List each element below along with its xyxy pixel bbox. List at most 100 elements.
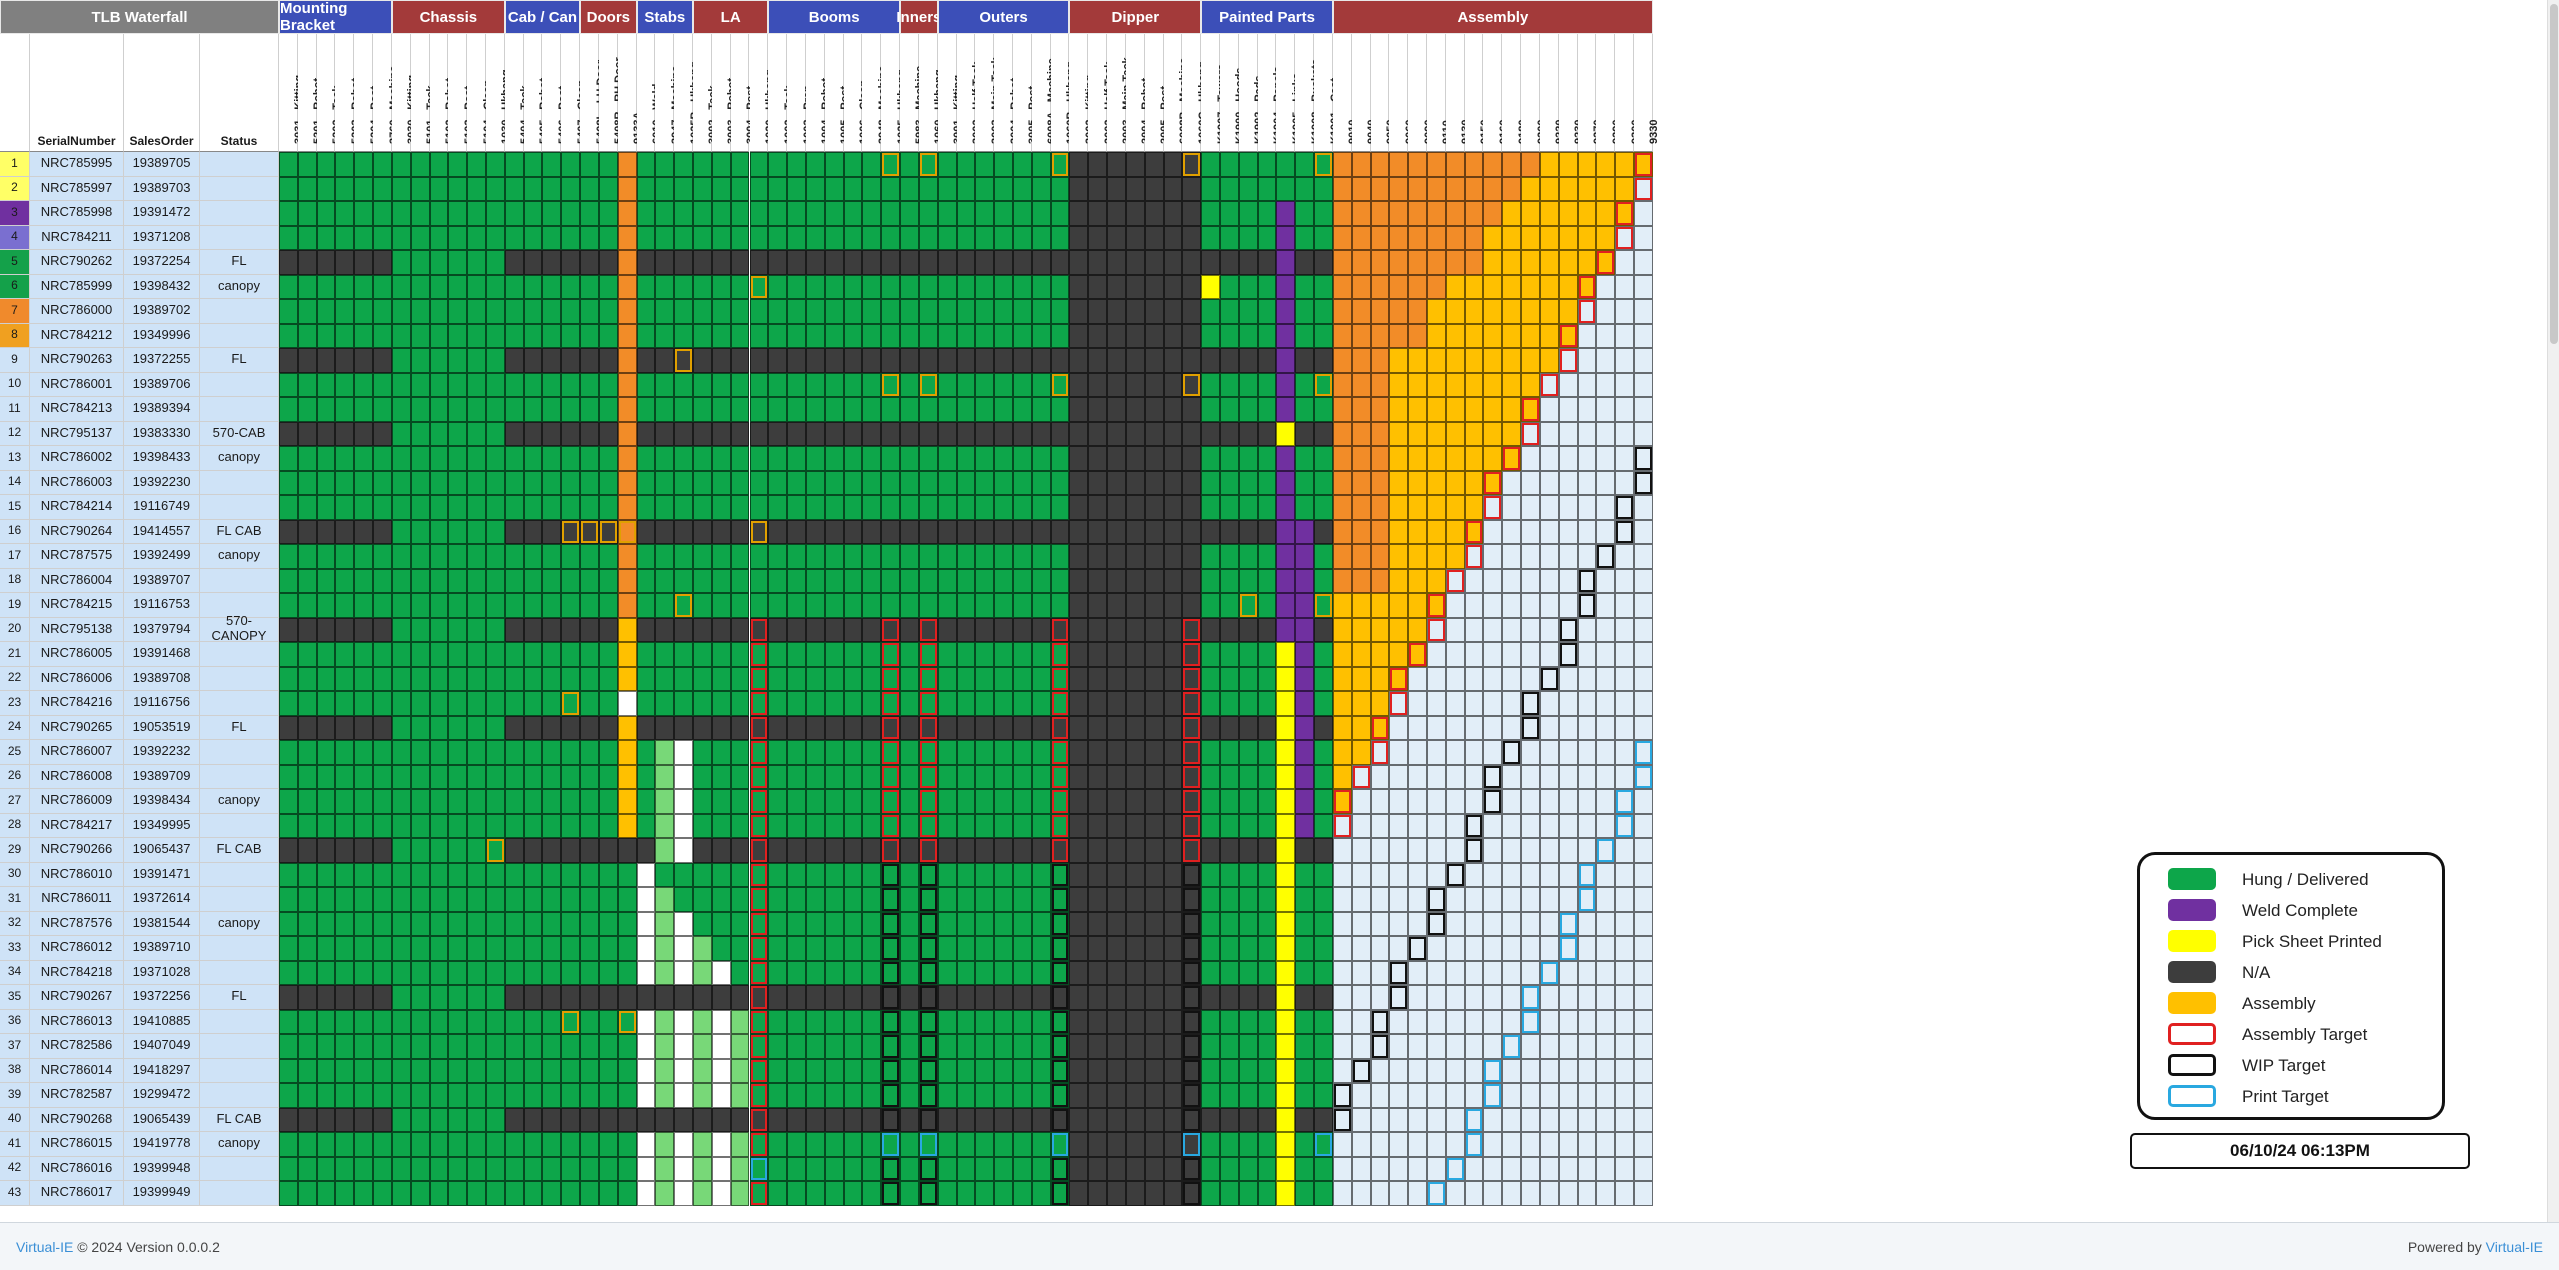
grid-cell[interactable] [1389,446,1409,471]
grid-cell[interactable] [335,176,355,201]
grid-cell[interactable] [1427,960,1446,985]
grid-cell[interactable] [486,666,505,691]
grid-cell[interactable] [1012,250,1032,275]
grid-cell[interactable] [448,274,468,299]
grid-cell[interactable] [316,740,336,765]
grid-cell[interactable] [1144,911,1164,936]
grid-cell[interactable] [900,299,919,324]
grid-cell[interactable] [1427,446,1446,471]
grid-cell[interactable] [391,446,411,471]
grid-cell[interactable] [1408,299,1427,324]
grid-cell[interactable] [1634,715,1653,740]
grid-cell[interactable] [636,495,656,520]
grid-cell[interactable] [486,1181,505,1206]
grid-cell[interactable] [1201,176,1220,201]
grid-cell[interactable] [655,225,675,250]
grid-cell[interactable] [1558,666,1578,691]
grid-cell[interactable] [1483,568,1503,593]
grid-cell[interactable] [975,1083,995,1108]
grid-cell[interactable] [1144,887,1164,912]
grid-cell[interactable] [561,225,581,250]
grid-cell[interactable] [598,323,618,348]
grid-cell[interactable] [749,176,769,201]
grid-cell[interactable] [1201,813,1220,838]
grid-cell[interactable] [749,250,769,275]
grid-cell[interactable] [1521,495,1540,520]
grid-cell[interactable] [373,911,392,936]
grid-cell[interactable] [1144,1156,1164,1181]
column-header[interactable]: 6008A - Machine [1031,34,1058,152]
grid-cell[interactable] [279,666,298,691]
grid-cell[interactable] [1220,789,1239,814]
grid-cell[interactable] [1220,1009,1239,1034]
grid-cell[interactable] [297,348,317,373]
grid-cell[interactable] [1351,446,1371,471]
grid-cell[interactable] [1276,838,1296,863]
grid-cell[interactable] [297,544,317,569]
grid-cell[interactable] [1596,274,1616,299]
grid-cell[interactable] [787,862,806,887]
grid-cell[interactable] [448,617,468,642]
grid-cell[interactable] [994,1083,1013,1108]
grid-cell[interactable] [297,862,317,887]
grid-cell[interactable] [1012,446,1032,471]
grid-cell[interactable] [1031,568,1051,593]
grid-cell[interactable] [1596,421,1616,446]
grid-cell[interactable] [1351,691,1371,716]
grid-cell[interactable] [1596,936,1616,961]
grid-cell[interactable] [316,201,336,226]
grid-cell[interactable] [504,348,524,373]
grid-cell[interactable] [1257,225,1277,250]
grid-cell[interactable] [1012,201,1032,226]
grid-cell[interactable] [1445,1058,1465,1083]
grid-cell[interactable] [1615,666,1635,691]
grid-cell[interactable] [1163,299,1183,324]
grid-cell[interactable] [1125,593,1145,618]
grid-cell[interactable] [1107,1107,1126,1132]
grid-cell[interactable] [1125,323,1145,348]
grid-cell[interactable] [1088,397,1108,422]
grid-cell[interactable] [787,666,806,691]
grid-cell[interactable] [1445,887,1465,912]
grid-cell[interactable] [636,1156,656,1181]
grid-cell[interactable] [862,1083,882,1108]
grid-cell[interactable] [1107,887,1126,912]
grid-cell[interactable] [467,862,486,887]
grid-cell[interactable] [1539,544,1559,569]
grid-cell[interactable] [1031,691,1051,716]
grid-cell[interactable] [1577,544,1597,569]
grid-cell[interactable] [975,299,995,324]
grid-cell[interactable] [1125,1181,1145,1206]
grid-cell[interactable] [975,960,995,985]
grid-cell[interactable] [1577,495,1597,520]
grid-cell[interactable] [1069,1009,1089,1034]
grid-cell[interactable] [843,250,863,275]
grid-cell[interactable] [580,544,599,569]
scrollbar-thumb[interactable] [2550,4,2558,344]
grid-cell[interactable] [617,1132,637,1157]
grid-cell[interactable] [1069,397,1089,422]
grid-cell[interactable] [1521,789,1540,814]
grid-cell[interactable] [1050,495,1070,520]
grid-cell[interactable] [937,495,957,520]
grid-cell[interactable] [918,470,938,495]
grid-cell[interactable] [1069,960,1089,985]
column-header[interactable]: 3005 - Post [1012,34,1039,152]
grid-cell[interactable] [975,617,995,642]
grid-cell[interactable] [1408,617,1427,642]
grid-cell[interactable] [1502,985,1522,1010]
grid-cell[interactable] [693,1132,712,1157]
grid-cell[interactable] [862,740,882,765]
grid-cell[interactable] [1107,764,1126,789]
grid-cell[interactable] [504,397,524,422]
grid-cell[interactable] [297,495,317,520]
grid-cell[interactable] [523,348,543,373]
grid-cell[interactable] [900,421,919,446]
grid-cell[interactable] [805,152,825,177]
grid-cell[interactable] [580,495,599,520]
grid-cell[interactable] [542,225,562,250]
grid-cell[interactable] [1445,568,1465,593]
grid-cell[interactable] [975,764,995,789]
grid-cell[interactable] [655,495,675,520]
group-header-booms[interactable]: Booms [768,0,901,34]
